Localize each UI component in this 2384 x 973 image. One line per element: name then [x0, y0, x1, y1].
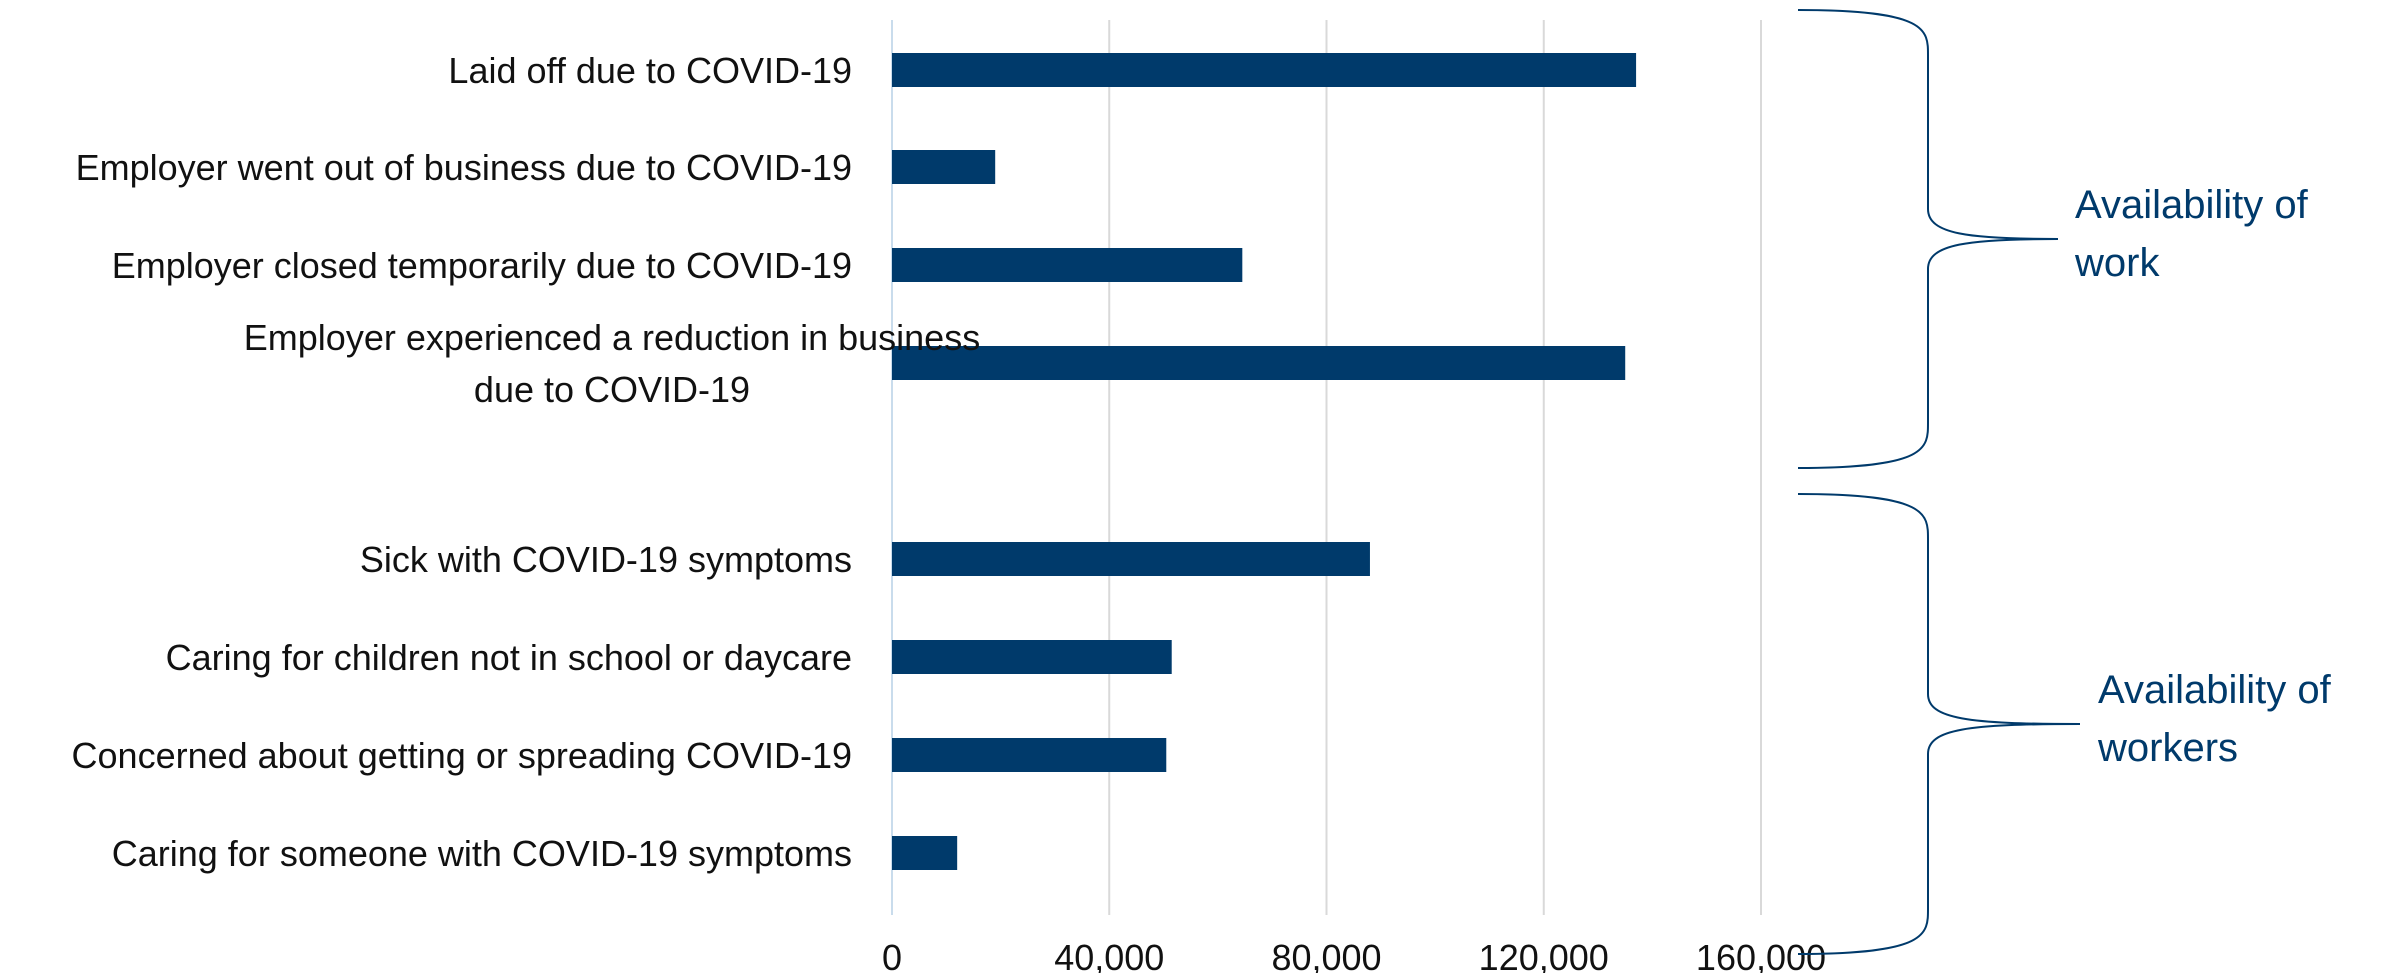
group-brace [1797, 493, 2081, 955]
category-label: Caring for someone with COVID-19 symptom… [112, 833, 852, 874]
category-label: Concerned about getting or spreading COV… [72, 735, 852, 776]
category-label: Sick with COVID-19 symptoms [360, 539, 852, 580]
group-brace [1797, 9, 2059, 469]
gridlines [891, 20, 1762, 915]
bar [892, 53, 1637, 87]
bar [892, 836, 958, 870]
category-label: Employer closed temporarily due to COVID… [112, 245, 852, 286]
bars [892, 53, 1637, 870]
group-label: Availability of workers [2097, 668, 2332, 770]
category-labels: Laid off due to COVID-19 Employer went ou… [72, 50, 981, 874]
bar [892, 738, 1167, 772]
bar [892, 542, 1370, 576]
category-label: Laid off due to COVID-19 [448, 50, 852, 91]
x-tick-label: 0 [882, 937, 902, 973]
category-label: Caring for children not in school or day… [166, 637, 852, 678]
x-tick-label: 160,000 [1696, 937, 1826, 973]
x-tick-label: 80,000 [1271, 937, 1381, 973]
x-tick-label: 120,000 [1479, 937, 1609, 973]
bar [892, 346, 1626, 380]
group-label: Availability of work [2074, 183, 2309, 285]
x-axis-tick-labels: 0 40,000 80,000 120,000 160,000 [882, 937, 1826, 973]
x-tick-label: 40,000 [1054, 937, 1164, 973]
category-label: Employer experienced a reduction in busi… [244, 317, 980, 410]
bar [892, 150, 996, 184]
group-braces [1797, 9, 2081, 955]
bar [892, 248, 1243, 282]
group-labels: Availability of work Availability of worker… [2074, 183, 2332, 770]
category-label: Employer went out of business due to COV… [76, 147, 852, 188]
bar [892, 640, 1172, 674]
